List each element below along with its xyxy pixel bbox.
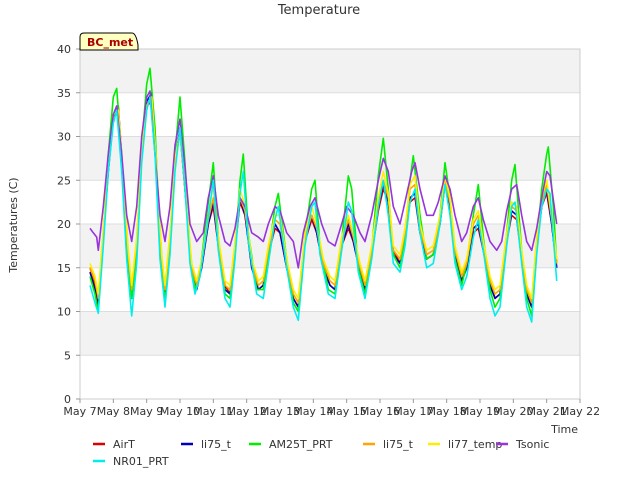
chart-title: Temperature [277,3,360,18]
legend-label: AirT [113,438,135,451]
legend-item: NR01_PRT [93,455,169,468]
legend-item: AirT [93,438,135,451]
x-tick-label: May 14 [293,405,333,418]
x-tick-label: May 20 [493,405,533,418]
background-bands [80,49,580,399]
background-band [80,49,580,93]
y-tick-label: 5 [64,349,71,362]
legend-item: li75_t [363,438,414,451]
x-tick-label: May 10 [160,405,200,418]
legend-item: li77_temp [428,438,502,451]
x-tick-label: May 19 [460,405,500,418]
station-badge: BC_met [79,32,139,51]
x-axis-label: Time [550,423,578,436]
x-tick-label: May 17 [393,405,433,418]
legend-label: NR01_PRT [113,455,169,468]
x-tick-label: May 8 [97,405,130,418]
x-tick-label: May 9 [130,405,163,418]
background-band [80,180,580,224]
legend: AirT li75_t AM25T_PRT li75_t li77_temp Tsonic… [93,438,549,468]
y-tick-label: 25 [57,174,71,187]
y-axis-label: Temperatures (C) [7,177,20,273]
y-tick-label: 20 [57,218,71,231]
x-tick-label: May 13 [260,405,300,418]
x-tick-label: May 16 [360,405,400,418]
y-tick-label: 35 [57,87,71,100]
series-line-nr01-prt [89,96,558,323]
legend-label: AM25T_PRT [269,438,333,451]
station-badge-box [79,32,139,51]
background-band [80,311,580,356]
legend-label: li75_t [201,438,232,451]
background-band [80,355,580,399]
x-tick-label: May 12 [227,405,267,418]
x-tick-label: May 11 [193,405,233,418]
y-tick-label: 10 [57,306,71,319]
x-tick-label: May 18 [427,405,467,418]
x-tick-label: May 7 [63,405,96,418]
legend-item: li75_t [181,438,232,451]
y-tick-label: 40 [57,43,71,56]
y-tick-label: 15 [57,262,71,275]
legend-label: li75_t [383,438,414,451]
background-band [80,92,580,137]
y-tick-label: 0 [64,393,71,406]
series-lines [89,67,558,323]
x-tick-label: May 15 [327,405,367,418]
background-band [80,136,580,181]
legend-label: li77_temp [448,438,502,451]
station-badge-label: BC_met [87,36,133,49]
y-tick-label: 30 [57,131,71,144]
x-tick-label: May 22 [560,405,600,418]
x-tick-label: May 21 [527,405,567,418]
y-axis-ticks: 0 5 10 15 20 25 30 35 40 [57,43,80,406]
legend-item: Tsonic [496,438,549,451]
legend-item: AM25T_PRT [249,438,333,451]
legend-label: Tsonic [515,438,549,451]
